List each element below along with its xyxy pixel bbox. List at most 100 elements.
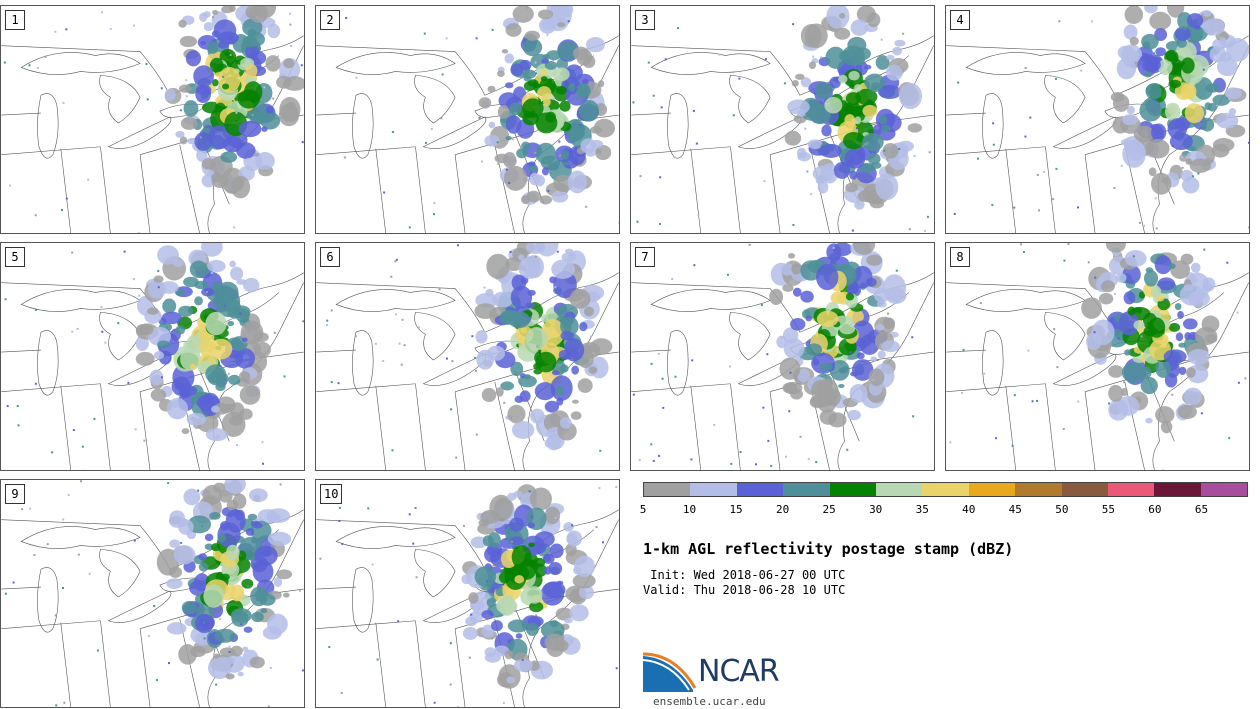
reflectivity-echo <box>237 550 247 561</box>
reflectivity-speck <box>290 45 293 48</box>
reflectivity-speck <box>51 451 54 454</box>
map-outline <box>415 146 426 233</box>
reflectivity-speck <box>480 160 483 163</box>
map-outline <box>946 112 986 116</box>
reflectivity-echo <box>1108 384 1124 402</box>
reflectivity-echo <box>221 656 236 665</box>
reflectivity-echo <box>850 19 869 36</box>
reflectivity-echo <box>845 292 855 301</box>
reflectivity-echo <box>249 656 265 669</box>
reflectivity-echo <box>555 86 567 95</box>
reflectivity-echo <box>533 174 546 187</box>
reflectivity-speck <box>343 156 346 159</box>
reflectivity-echo <box>207 169 215 176</box>
reflectivity-echo <box>1181 176 1200 194</box>
reflectivity-echo <box>520 327 527 334</box>
reflectivity-echo <box>894 39 906 47</box>
reflectivity-echo <box>1140 376 1158 395</box>
reflectivity-echo <box>534 382 556 401</box>
reflectivity-echo <box>213 653 220 659</box>
reflectivity-echo <box>490 620 503 632</box>
reflectivity-echo <box>863 64 872 70</box>
reflectivity-echo <box>829 76 841 89</box>
reflectivity-echo <box>577 378 593 393</box>
reflectivity-echo <box>186 412 207 426</box>
reflectivity-echo <box>551 190 569 203</box>
reflectivity-echo <box>207 41 219 54</box>
reflectivity-speck <box>330 309 333 312</box>
reflectivity-speck <box>475 433 478 436</box>
reflectivity-echo <box>230 608 252 623</box>
map-outline <box>100 146 111 233</box>
reflectivity-echo <box>1151 123 1167 142</box>
reflectivity-echo <box>1175 332 1184 342</box>
reflectivity-echo <box>907 123 923 133</box>
map-outline <box>631 272 934 333</box>
map-outline <box>1 620 101 629</box>
reflectivity-echo <box>209 512 221 520</box>
reflectivity-speck <box>269 666 272 669</box>
map-outline <box>454 628 466 707</box>
reflectivity-echo <box>220 151 238 163</box>
reflectivity-echo <box>851 359 874 381</box>
reflectivity-echo <box>1174 117 1191 131</box>
reflectivity-speck <box>1247 141 1249 144</box>
reflectivity-echo <box>504 649 514 660</box>
reflectivity-speck <box>44 55 47 58</box>
reflectivity-echo <box>204 543 214 550</box>
reflectivity-speck <box>928 151 931 154</box>
reflectivity-speck <box>692 109 695 112</box>
reflectivity-echo <box>1177 404 1197 420</box>
reflectivity-echo <box>147 279 166 299</box>
reflectivity-speck <box>789 371 792 374</box>
reflectivity-speck <box>483 286 486 289</box>
reflectivity-speck <box>257 538 260 541</box>
map-outline <box>1152 282 1249 470</box>
reflectivity-echo <box>481 387 497 402</box>
reflectivity-echo <box>245 64 258 78</box>
reflectivity-speck <box>770 464 773 467</box>
reflectivity-echo <box>189 260 208 278</box>
reflectivity-echo <box>225 673 235 680</box>
reflectivity-echo <box>595 148 602 155</box>
reflectivity-echo <box>135 351 155 366</box>
reflectivity-speck <box>133 539 136 542</box>
map-outline <box>1084 154 1096 233</box>
colorbar-segment <box>690 483 737 496</box>
map-outline <box>107 116 172 149</box>
member-number-label: 9 <box>5 484 25 504</box>
map-outline <box>99 549 141 598</box>
member-number-label: 5 <box>5 247 25 267</box>
reflectivity-speck <box>658 454 661 457</box>
reflectivity-speck <box>732 114 735 117</box>
reflectivity-speck <box>1122 381 1125 384</box>
map-outline <box>60 622 72 707</box>
reflectivity-echo <box>560 150 570 160</box>
reflectivity-speck <box>72 429 75 432</box>
reflectivity-echo <box>1194 326 1218 346</box>
reflectivity-echo <box>1186 13 1204 28</box>
reflectivity-echo <box>548 561 563 576</box>
reflectivity-echo <box>875 324 885 331</box>
reflectivity-echo <box>509 102 522 115</box>
reflectivity-echo <box>178 644 197 665</box>
reflectivity-echo <box>161 311 183 325</box>
reflectivity-echo <box>862 104 878 118</box>
reflectivity-speck <box>855 127 858 130</box>
reflectivity-speck <box>817 112 820 115</box>
reflectivity-speck <box>438 288 441 291</box>
reflectivity-speck <box>228 645 231 648</box>
reflectivity-speck <box>785 455 788 458</box>
reflectivity-echo <box>198 553 208 561</box>
reflectivity-speck <box>539 665 542 668</box>
map-outline <box>414 549 456 598</box>
reflectivity-echo <box>519 390 531 402</box>
reflectivity-speck <box>560 592 563 595</box>
reflectivity-echo <box>563 617 573 624</box>
reflectivity-echo <box>514 575 525 584</box>
reflectivity-speck <box>496 141 499 144</box>
reflectivity-echo <box>511 545 532 569</box>
reflectivity-echo <box>481 609 494 620</box>
map-outline <box>159 103 207 118</box>
ensemble-member-panel: 4 <box>945 5 1250 234</box>
